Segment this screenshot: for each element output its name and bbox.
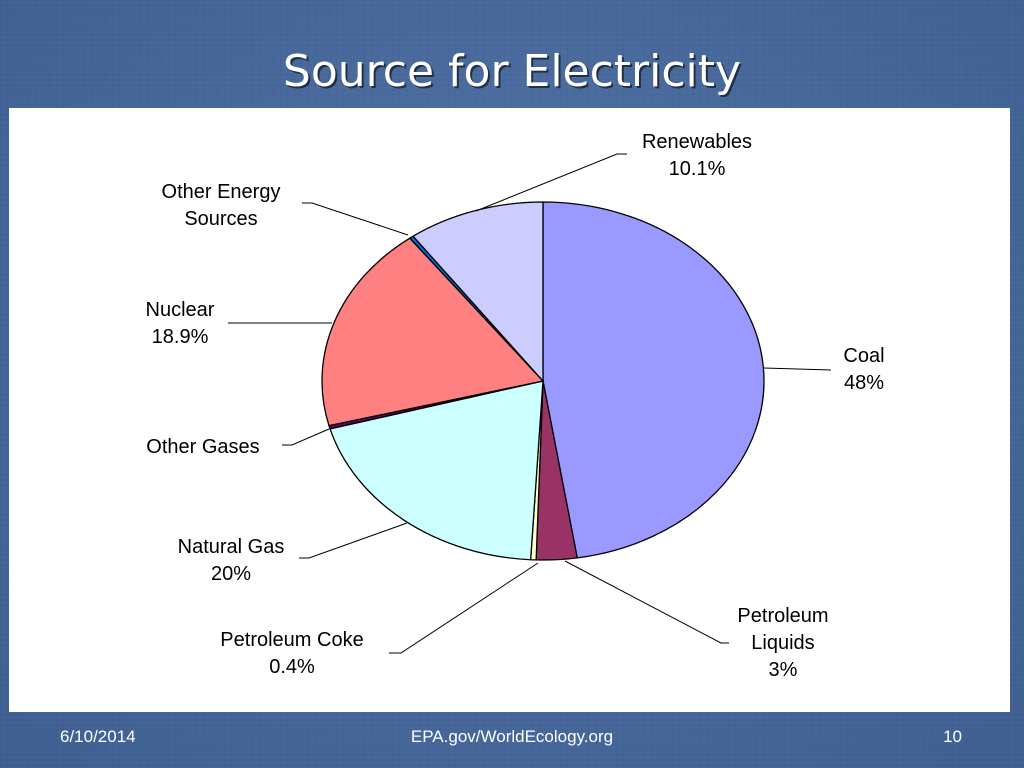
leader-line [302,202,409,236]
slice-label-nuclear: Nuclear 18.9% [146,299,215,348]
slice-label-renewables: Renewables 10.1% [642,131,752,180]
slice-label-line: Renewables [642,131,752,153]
slide-title: Source for Electricity [282,46,742,97]
leader-line [389,562,539,654]
slice-label-line: Petroleum [737,605,828,627]
pie-slice-renewables [412,201,544,383]
slice-label-coal: Coal 48% [843,345,884,394]
slice-label-line: 20% [211,563,251,585]
slice-label-line: Coal [843,345,884,367]
footer-source: EPA.gov/WorldEcology.org [410,727,614,746]
slice-label-line: 3% [769,659,798,681]
slice-label-line: 48% [844,372,884,394]
pie-slice-coal [542,201,765,559]
slide-number: 10 [943,727,962,746]
slice-label-petroleum-liquids: Petroleum Liquids 3% [737,605,828,681]
leader-line [763,367,832,371]
pie-slice-nuclear [321,237,545,427]
leader-line [282,428,330,446]
slice-label-line: 0.4% [269,656,315,678]
slice-label-line: Natural Gas [178,536,285,558]
slice-label-natural-gas: Natural Gas 20% [178,536,285,585]
slice-label-line: Liquids [751,632,814,654]
slice-label-line: Nuclear [146,299,215,321]
slice-label-other-energy-sources: Other Energy Sources [162,181,281,230]
leader-line [299,522,408,559]
chart-panel: Coal 48% Petroleum Liquids 3% Petroleum Coke 0… [9,108,1010,712]
slice-label-line: Petroleum Coke [220,629,363,651]
slice-label-other-gases: Other Gases [146,436,259,458]
slice-label-line: Other Gases [146,436,259,458]
pie-slice-natural-gas [329,380,544,561]
pie-chart: Coal 48% Petroleum Liquids 3% Petroleum Coke 0… [146,131,885,681]
footer-date: 6/10/2014 [60,727,136,746]
leader-line [564,560,729,644]
leader-line [475,153,627,212]
slice-label-petroleum-coke: Petroleum Coke 0.4% [220,629,363,678]
slice-label-line: Other Energy [162,181,281,203]
slice-label-line: 18.9% [152,326,209,348]
slice-label-line: 10.1% [669,158,726,180]
slice-label-line: Sources [184,208,257,230]
